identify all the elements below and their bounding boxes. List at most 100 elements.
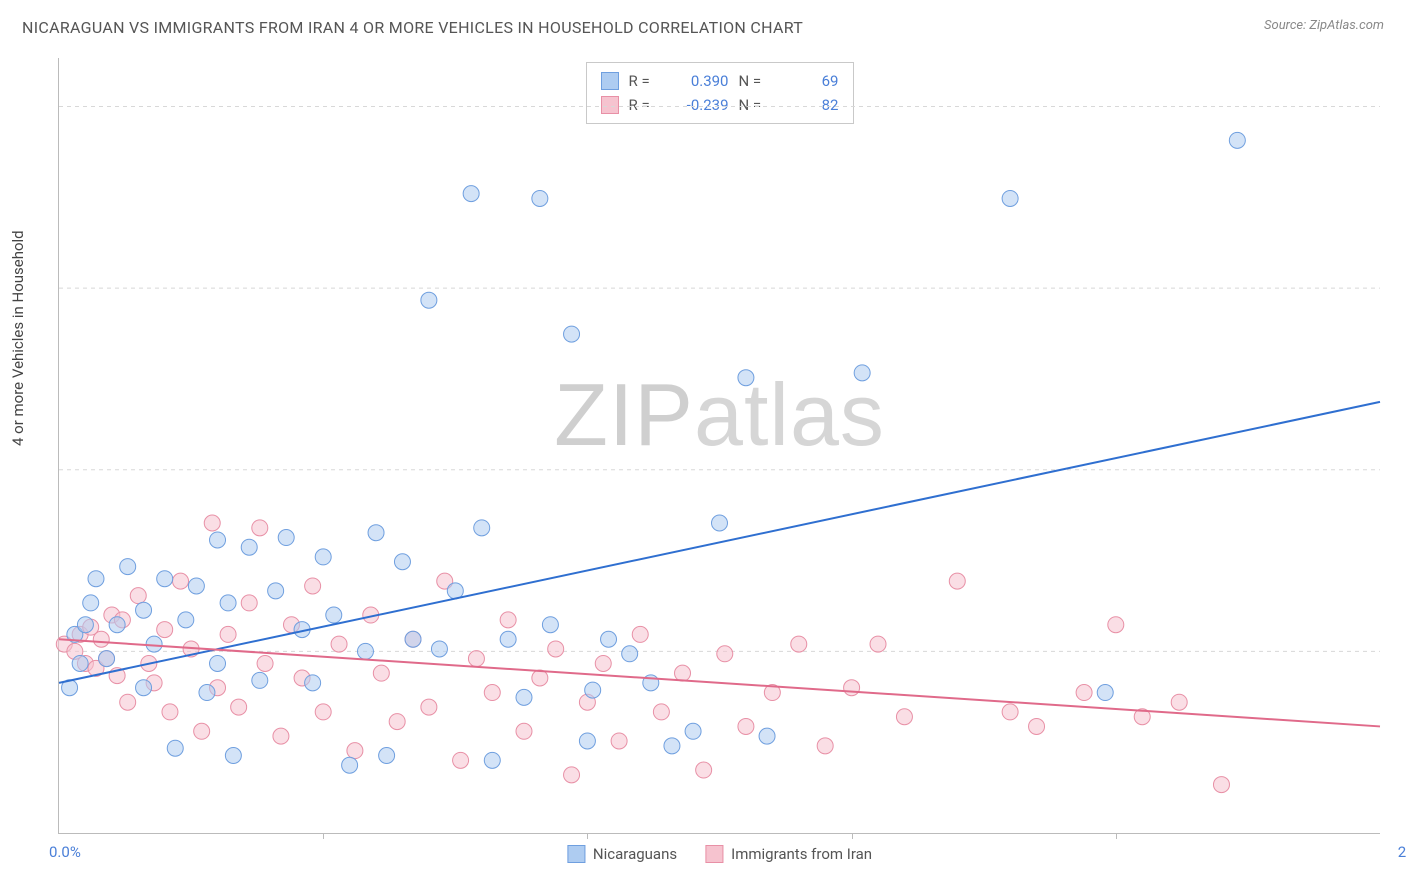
y-tick-label: 30.0% xyxy=(1390,97,1406,115)
data-point xyxy=(611,733,627,749)
trend-line xyxy=(59,402,1380,683)
data-point xyxy=(220,595,236,611)
data-point xyxy=(342,757,358,773)
data-point xyxy=(162,704,178,720)
data-point xyxy=(1229,132,1245,148)
data-point xyxy=(421,699,437,715)
series-legend: Nicaraguans Immigrants from Iran xyxy=(567,845,872,863)
data-point xyxy=(431,641,447,657)
data-point xyxy=(157,571,173,587)
data-point xyxy=(1002,190,1018,206)
data-point xyxy=(225,748,241,764)
data-point xyxy=(252,520,268,536)
data-point xyxy=(500,612,516,628)
chart-svg xyxy=(59,58,1380,833)
data-point xyxy=(373,665,389,681)
data-point xyxy=(738,370,754,386)
data-point xyxy=(622,646,638,662)
data-point xyxy=(77,617,93,633)
data-point xyxy=(305,675,321,691)
data-point xyxy=(252,672,268,688)
data-point xyxy=(685,723,701,739)
data-point xyxy=(564,326,580,342)
data-point xyxy=(453,752,469,768)
x-origin-label: 0.0% xyxy=(49,843,81,861)
data-point xyxy=(257,655,273,671)
data-point xyxy=(88,571,104,587)
data-point xyxy=(157,622,173,638)
y-tick-label: 22.5% xyxy=(1390,279,1406,297)
data-point xyxy=(712,515,728,531)
data-point xyxy=(468,651,484,667)
data-point xyxy=(357,643,373,659)
data-point xyxy=(632,626,648,642)
legend-item-b: Immigrants from Iran xyxy=(705,845,872,863)
data-point xyxy=(484,752,500,768)
data-point xyxy=(949,573,965,589)
data-point xyxy=(278,530,294,546)
data-point xyxy=(136,602,152,618)
data-point xyxy=(120,559,136,575)
data-point xyxy=(474,520,490,536)
data-point xyxy=(99,651,115,667)
data-point xyxy=(817,738,833,754)
data-point xyxy=(896,709,912,725)
data-point xyxy=(854,365,870,381)
data-point xyxy=(241,595,257,611)
data-point xyxy=(601,631,617,647)
data-point xyxy=(844,680,860,696)
data-point xyxy=(759,728,775,744)
data-point xyxy=(173,573,189,589)
swatch-b-icon xyxy=(705,845,723,863)
data-point xyxy=(326,607,342,623)
data-point xyxy=(188,578,204,594)
data-point xyxy=(210,655,226,671)
data-point xyxy=(516,689,532,705)
data-point xyxy=(500,631,516,647)
data-point xyxy=(194,723,210,739)
data-point xyxy=(585,682,601,698)
legend-item-a: Nicaraguans xyxy=(567,845,677,863)
data-point xyxy=(595,655,611,671)
data-point xyxy=(109,617,125,633)
x-max-label: 25.0% xyxy=(1398,843,1406,861)
data-point xyxy=(791,636,807,652)
data-point xyxy=(331,636,347,652)
data-point xyxy=(548,641,564,657)
chart-title: NICARAGUAN VS IMMIGRANTS FROM IRAN 4 OR … xyxy=(22,18,803,37)
y-tick-label: 15.0% xyxy=(1390,461,1406,479)
data-point xyxy=(146,636,162,652)
data-point xyxy=(532,190,548,206)
data-point xyxy=(210,532,226,548)
data-point xyxy=(72,655,88,671)
data-point xyxy=(379,748,395,764)
data-point xyxy=(167,740,183,756)
data-point xyxy=(178,612,194,628)
source-label: Source: ZipAtlas.com xyxy=(1264,18,1384,33)
data-point xyxy=(421,292,437,308)
data-point xyxy=(664,738,680,754)
swatch-a-icon xyxy=(567,845,585,863)
data-point xyxy=(389,714,405,730)
y-tick-label: 7.5% xyxy=(1390,642,1406,660)
data-point xyxy=(231,699,247,715)
data-point xyxy=(315,549,331,565)
data-point xyxy=(136,680,152,696)
data-point xyxy=(394,554,410,570)
data-point xyxy=(484,685,500,701)
data-point xyxy=(653,704,669,720)
data-point xyxy=(1171,694,1187,710)
data-point xyxy=(579,733,595,749)
x-tick xyxy=(587,833,588,839)
legend-label-a: Nicaraguans xyxy=(593,845,677,863)
data-point xyxy=(305,578,321,594)
data-point xyxy=(405,631,421,647)
data-point xyxy=(220,626,236,642)
legend-label-b: Immigrants from Iran xyxy=(731,845,872,863)
data-point xyxy=(273,728,289,744)
data-point xyxy=(542,617,558,633)
data-point xyxy=(93,631,109,647)
data-point xyxy=(1002,704,1018,720)
data-point xyxy=(696,762,712,778)
x-tick xyxy=(323,833,324,839)
